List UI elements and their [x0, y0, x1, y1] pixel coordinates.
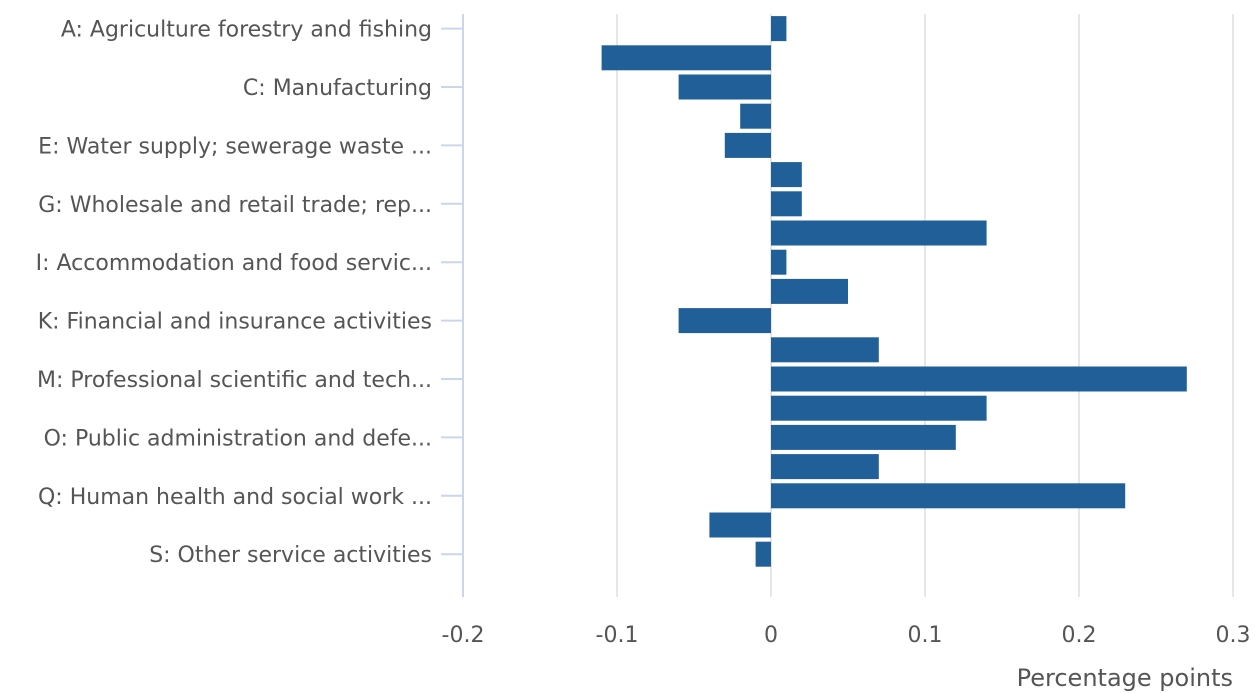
y-tick-label: I: Accommodation and food servic... [36, 251, 432, 276]
bar [771, 337, 879, 363]
x-tick-label: 0 [764, 623, 778, 648]
y-tick-label: S: Other service activities [149, 543, 432, 568]
x-tick-label: 0.1 [908, 623, 943, 648]
bar [771, 483, 1126, 509]
bar [771, 395, 987, 421]
bar [771, 162, 802, 188]
bar [724, 132, 771, 158]
bar [771, 278, 848, 304]
bar [771, 424, 956, 450]
x-tick-label: 0.2 [1062, 623, 1097, 648]
bar [771, 220, 987, 246]
bar [771, 454, 879, 480]
y-tick-label: O: Public administration and defe... [44, 426, 432, 451]
bar [678, 308, 771, 334]
y-tick-label: C: Manufacturing [243, 76, 432, 101]
y-tick-label: Q: Human health and social work ... [38, 485, 432, 510]
bars [601, 16, 1187, 567]
bar [601, 45, 771, 71]
bar [709, 512, 771, 538]
y-tick-label: E: Water supply; sewerage waste ... [38, 134, 432, 159]
x-axis-title: Percentage points [1017, 664, 1233, 692]
y-tick-label: K: Financial and insurance activities [38, 310, 432, 335]
bar [771, 249, 787, 275]
y-axis-ticks: A: Agriculture forestry and fishing C: Ma… [36, 18, 463, 568]
x-tick-label: -0.1 [596, 623, 639, 648]
y-tick-label: A: Agriculture forestry and fishing [61, 18, 432, 43]
bar [678, 74, 771, 100]
y-tick-label: G: Wholesale and retail trade; rep... [38, 193, 432, 218]
gridlines [616, 14, 1234, 597]
x-tick-label: 0.3 [1216, 623, 1251, 648]
bar [755, 541, 771, 567]
bar [740, 103, 771, 129]
bar [771, 191, 802, 217]
bar [771, 16, 787, 42]
bar [771, 366, 1187, 392]
x-axis-ticks: -0.2 -0.1 0 0.1 0.2 0.3 [442, 623, 1251, 648]
x-tick-label: -0.2 [442, 623, 485, 648]
y-tick-label: M: Professional scientific and tech... [37, 368, 432, 393]
